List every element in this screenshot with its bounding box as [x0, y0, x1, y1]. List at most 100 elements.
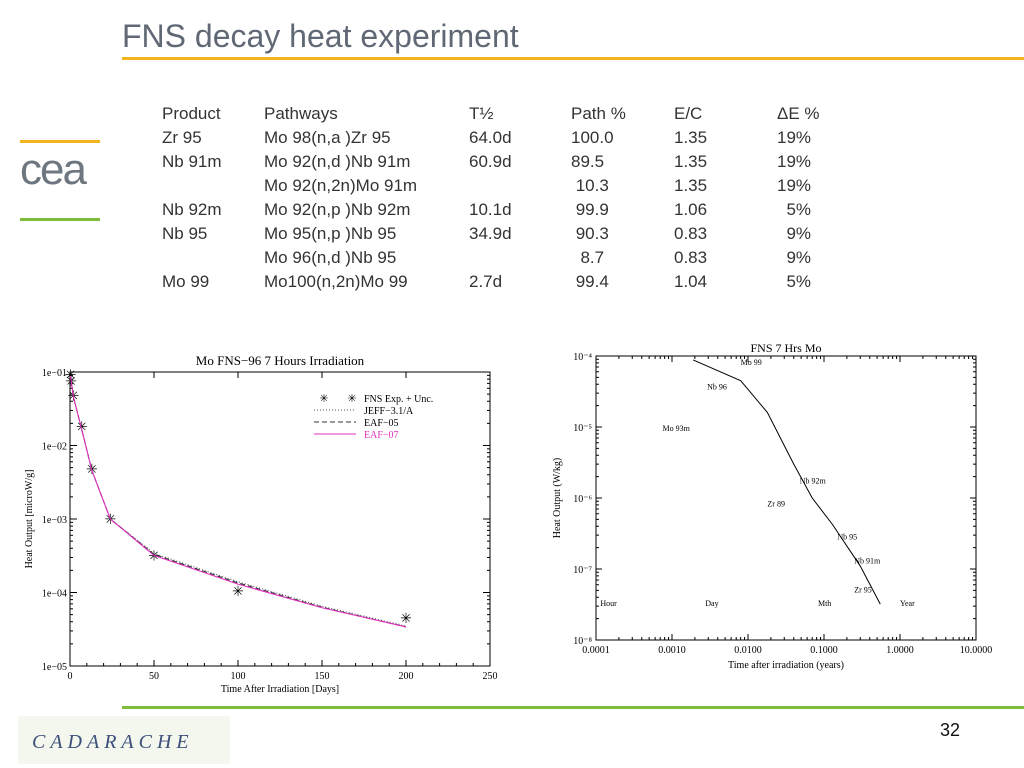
cell-e-over-c: 0.83: [674, 246, 777, 270]
cell-e-over-c: 1.35: [674, 126, 777, 150]
cell-delta-e: 19%: [777, 150, 847, 174]
x-tick-label: 0.1000: [810, 645, 838, 656]
x-tick-label: 1.0000: [886, 645, 914, 656]
y-axis-label: Heat Output [microW/g]: [24, 470, 35, 569]
cea-logo: cea: [18, 148, 102, 192]
cell-pathway: Mo 98(n,a )Zr 95: [264, 126, 469, 150]
x-tick-label: 200: [399, 671, 414, 682]
legend-label: FNS Exp. + Unc.: [364, 394, 433, 405]
cell-product: Nb 92m: [162, 198, 264, 222]
nuclide-annotation: Zr 89: [767, 499, 785, 508]
y-tick-label: 1e−04: [42, 589, 67, 600]
y-tick-label: 10⁻⁸: [573, 636, 592, 647]
cell-product: [162, 246, 264, 270]
cell-e-over-c: 0.83: [674, 222, 777, 246]
page-number: 32: [940, 720, 960, 741]
nuclide-annotation: Hour: [600, 599, 617, 608]
cell-e-over-c: 1.06: [674, 198, 777, 222]
cell-half-life: [469, 174, 571, 198]
y-tick-label: 10⁻⁴: [573, 352, 592, 363]
y-axis-label: Heat Output (W/kg): [552, 458, 563, 539]
x-tick-label: 50: [149, 671, 159, 682]
table-row: Nb 91m Mo 92(n,d )Nb 91m 60.9d 89.5 1.35 19%: [162, 150, 847, 174]
cell-product: Zr 95: [162, 126, 264, 150]
x-tick-label: 250: [483, 671, 498, 682]
logo-rule-bottom: [20, 218, 100, 221]
table-row: Mo 92(n,2n)Mo 91m 10.3 1.35 19%: [162, 174, 847, 198]
cell-path-percent: 99.4: [571, 270, 674, 294]
cell-product: Nb 95: [162, 222, 264, 246]
cell-path-percent: 10.3: [571, 174, 674, 198]
chart-title: Mo FNS−96 7 Hours Irradiation: [196, 353, 365, 368]
cell-product: Mo 99: [162, 270, 264, 294]
cell-pathway: Mo 92(n,2n)Mo 91m: [264, 174, 469, 198]
cell-e-over-c: 1.35: [674, 174, 777, 198]
plot-frame: [596, 356, 976, 640]
cell-pathway: Mo 92(n,d )Nb 91m: [264, 150, 469, 174]
cell-path-percent: 100.0: [571, 126, 674, 150]
cell-pathway: Mo 95(n,p )Nb 95: [264, 222, 469, 246]
cell-path-percent: 8.7: [571, 246, 674, 270]
legend-marker: ✳: [347, 393, 356, 405]
cell-product: [162, 174, 264, 198]
y-tick-label: 1e−03: [42, 515, 67, 526]
table-row: Mo 96(n,d )Nb 95 8.7 0.83 9%: [162, 246, 847, 270]
y-tick-label: 10⁻⁷: [573, 565, 592, 576]
cadarache-logo-text: CADARACHE: [32, 731, 194, 753]
header-delta-e: ΔE %: [777, 102, 847, 126]
cell-half-life: 10.1d: [469, 198, 571, 222]
cell-e-over-c: 1.04: [674, 270, 777, 294]
table-row: Nb 95 Mo 95(n,p )Nb 95 34.9d 90.3 0.83 9%: [162, 222, 847, 246]
x-tick-label: 0.0010: [658, 645, 686, 656]
legend-label: EAF−07: [364, 430, 399, 441]
nuclide-annotation: Nb 95: [837, 533, 857, 542]
cell-e-over-c: 1.35: [674, 150, 777, 174]
header-e-over-c: E/C: [674, 102, 777, 126]
cell-delta-e: 9%: [777, 222, 847, 246]
cell-delta-e: 19%: [777, 126, 847, 150]
y-tick-label: 10⁻⁶: [573, 494, 592, 505]
nuclide-annotation: Mo 93m: [663, 424, 691, 433]
nuclide-annotation: Nb 96: [707, 382, 727, 391]
nuclide-annotation: Mth: [818, 599, 831, 608]
cell-delta-e: 9%: [777, 246, 847, 270]
legend-label: EAF−05: [364, 418, 399, 429]
cell-delta-e: 5%: [777, 198, 847, 222]
header-path-percent: Path %: [571, 102, 674, 126]
nuclide-annotation: Zr 95: [854, 585, 872, 594]
cell-half-life: 64.0d: [469, 126, 571, 150]
y-tick-label: 1e−05: [42, 662, 67, 673]
y-tick-label: 1e−01: [42, 368, 67, 379]
cell-pathway: Mo 92(n,p )Nb 92m: [264, 198, 469, 222]
x-tick-label: 100: [231, 671, 246, 682]
cell-half-life: [469, 246, 571, 270]
table-header-row: Product Pathways T½ Path % E/C ΔE %: [162, 102, 847, 126]
cell-half-life: 34.9d: [469, 222, 571, 246]
x-tick-label: 0: [68, 671, 73, 682]
legend-marker: ✳: [319, 393, 328, 405]
x-tick-label: 0.0100: [734, 645, 762, 656]
y-tick-label: 1e−02: [42, 442, 67, 453]
footer-rule: [122, 706, 1024, 709]
header-pathways: Pathways: [264, 102, 469, 126]
x-axis-label: Time After Irradiation [Days]: [221, 684, 339, 695]
plot-frame: [70, 372, 490, 666]
x-tick-label: 150: [315, 671, 330, 682]
nuclide-annotation: Mo 99: [741, 358, 762, 367]
fns-exp-marker: ✳: [104, 513, 116, 528]
table-row: Nb 92m Mo 92(n,p )Nb 92m 10.1d 99.9 1.06 5%: [162, 198, 847, 222]
decay-pathways-table: Product Pathways T½ Path % E/C ΔE % Zr 9…: [162, 102, 847, 294]
table-row: Zr 95 Mo 98(n,a )Zr 95 64.0d 100.0 1.35 19%: [162, 126, 847, 150]
logo-rule-top: [20, 140, 100, 143]
nuclide-annotation: Year: [900, 599, 915, 608]
cell-pathway: Mo100(n,2n)Mo 99: [264, 270, 469, 294]
nuclide-annotation: Nb 91m: [854, 556, 881, 565]
cell-delta-e: 5%: [777, 270, 847, 294]
header-half-life: T½: [469, 102, 571, 126]
nuclide-annotation: Day: [705, 599, 718, 608]
cell-half-life: 2.7d: [469, 270, 571, 294]
cell-pathway: Mo 96(n,d )Nb 95: [264, 246, 469, 270]
cell-delta-e: 19%: [777, 174, 847, 198]
cell-half-life: 60.9d: [469, 150, 571, 174]
table-row: Mo 99 Mo100(n,2n)Mo 99 2.7d 99.4 1.04 5%: [162, 270, 847, 294]
